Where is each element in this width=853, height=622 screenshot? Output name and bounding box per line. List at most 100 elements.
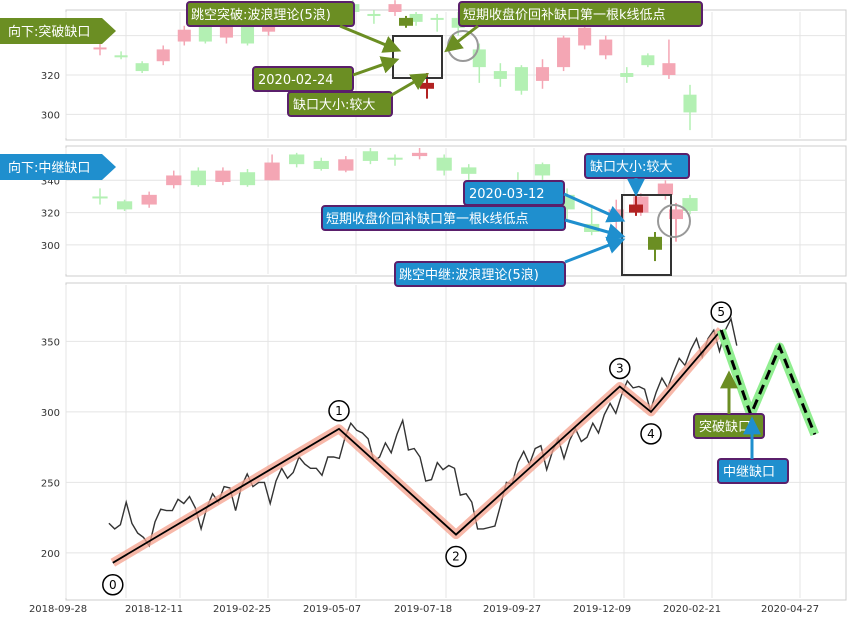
top-candle-body bbox=[388, 4, 402, 12]
top-candle-body bbox=[599, 39, 613, 56]
main-ytick-label: 350 bbox=[41, 337, 60, 348]
breakout-gap-text: 突破缺口 bbox=[699, 419, 751, 435]
main-xtick-label: 2018-09-28 bbox=[29, 604, 87, 615]
top-candle-body bbox=[472, 49, 486, 68]
main-ytick-label: 200 bbox=[41, 549, 60, 560]
top-ytick-label: 300 bbox=[41, 110, 60, 121]
wave-point-marker bbox=[640, 423, 662, 445]
mid-ytick-label: 320 bbox=[41, 209, 60, 220]
middle-size-label: 缺口大小:较大 bbox=[584, 153, 690, 179]
top-date-text: 2020-02-24 bbox=[258, 73, 334, 88]
top-candle-body bbox=[578, 27, 592, 46]
top-badge-text: 向下:突破缺口 bbox=[8, 24, 90, 40]
mid-candle-body bbox=[313, 160, 329, 169]
mid-candle-body bbox=[387, 157, 403, 160]
middle-badge-text: 向下:中继缺口 bbox=[8, 160, 90, 176]
main-ytick-label: 300 bbox=[41, 408, 60, 419]
wave-point-marker bbox=[102, 574, 124, 596]
middle-date-arrow bbox=[563, 192, 626, 223]
top-candle-body bbox=[177, 29, 191, 42]
top-candle-body bbox=[662, 63, 676, 75]
mid-ytick-label: 340 bbox=[41, 176, 60, 187]
continuation-gap-text: 中继缺口 bbox=[723, 465, 775, 480]
mid-candle-body bbox=[657, 183, 674, 195]
top-gap-candle-body bbox=[420, 82, 434, 89]
mid-candle-body bbox=[362, 151, 379, 161]
top-candle-body bbox=[156, 49, 170, 62]
middle-rule-arrow bbox=[564, 218, 626, 241]
mid-candle-body bbox=[215, 170, 231, 182]
main-xtick-label: 2019-07-18 bbox=[394, 604, 452, 615]
wave-point-label: 3 bbox=[616, 362, 624, 376]
top-candle-body bbox=[409, 13, 423, 22]
middle-date-label: 2020-03-12 bbox=[463, 180, 565, 206]
top-candle-body bbox=[114, 55, 128, 58]
mid-candle-body bbox=[436, 157, 452, 171]
top-candle-body bbox=[620, 73, 634, 77]
top-candle-body bbox=[535, 67, 550, 81]
top-rule-arrow bbox=[444, 24, 479, 53]
mid-candle-body bbox=[411, 152, 428, 157]
wave-point-label: 1 bbox=[335, 404, 343, 418]
wave-point-label: 4 bbox=[647, 427, 655, 441]
middle-rule-text: 短期收盘价回补缺口第一根k线低点 bbox=[326, 211, 529, 227]
wave-point-label: 5 bbox=[717, 305, 725, 319]
price-series-line bbox=[108, 316, 738, 548]
top-size-text: 缺口大小:较大 bbox=[293, 98, 375, 113]
mid-candle-body bbox=[141, 194, 157, 205]
middle-gap-circle bbox=[657, 204, 691, 238]
middle-title-text: 跳空中继:波浪理论(5浪) bbox=[399, 268, 539, 283]
main-xtick-label: 2019-09-27 bbox=[483, 604, 541, 615]
main-ytick-label: 250 bbox=[41, 478, 60, 489]
top-badge: 向下:突破缺口 bbox=[0, 18, 116, 44]
middle-title-label: 跳空中继:波浪理论(5浪) bbox=[394, 261, 566, 287]
wave-point-label: 0 bbox=[109, 578, 117, 592]
top-candle-body bbox=[198, 23, 212, 42]
top-date-arrow bbox=[352, 56, 400, 77]
top-title-text: 跳空突破:波浪理论(5浪) bbox=[191, 7, 331, 23]
middle-rule-label: 短期收盘价回补缺口第一根k线低点 bbox=[321, 205, 566, 231]
mid-candle-body bbox=[461, 167, 477, 174]
top-candle-body bbox=[514, 67, 528, 91]
middle-title-arrow bbox=[564, 236, 626, 264]
mid-ytick-label: 300 bbox=[41, 241, 60, 252]
mid-candle-body bbox=[682, 198, 698, 211]
main-xtick-label: 2018-12-11 bbox=[125, 604, 183, 615]
projection-line bbox=[719, 329, 817, 436]
wave-point-label: 2 bbox=[452, 550, 460, 564]
middle-size-text: 缺口大小:较大 bbox=[590, 160, 672, 175]
mid-candle-body bbox=[239, 172, 256, 186]
wave-point-marker bbox=[710, 301, 732, 323]
top-candle-body bbox=[219, 23, 233, 38]
mid-candle-body bbox=[289, 154, 305, 165]
top-candle-body bbox=[641, 55, 655, 66]
middle-badge: 向下:中继缺口 bbox=[0, 154, 116, 180]
mid-candle-body bbox=[92, 196, 108, 199]
top-gap-candle-body bbox=[399, 17, 413, 26]
top-size-label: 缺口大小:较大 bbox=[287, 91, 393, 117]
top-candle-body bbox=[557, 37, 571, 68]
top-candle-body bbox=[93, 47, 107, 50]
main-xtick-label: 2019-05-07 bbox=[303, 604, 361, 615]
top-candle-body bbox=[683, 94, 697, 113]
mid-candle-body bbox=[116, 201, 133, 210]
top-date-label: 2020-02-24 bbox=[252, 66, 354, 92]
mid-candle-body bbox=[264, 162, 280, 181]
top-candle-body bbox=[135, 63, 149, 72]
main-chart-layer: 0 1 2 3 4 5 bbox=[102, 301, 819, 596]
top-candle-body bbox=[240, 25, 255, 44]
mid-candle-body bbox=[338, 159, 354, 171]
wave-point-marker bbox=[609, 357, 631, 380]
top-title-label: 跳空突破:波浪理论(5浪) bbox=[186, 1, 355, 27]
main-xtick-label: 2019-12-09 bbox=[573, 604, 631, 615]
mid-candle-body bbox=[190, 170, 206, 186]
wave-line bbox=[112, 329, 722, 564]
top-candle-body bbox=[493, 71, 507, 79]
middle-date-text: 2020-03-12 bbox=[469, 187, 545, 202]
continuation-gap-label: 中继缺口 bbox=[717, 458, 789, 484]
top-candle-body bbox=[367, 13, 381, 16]
mid-gap-candle-body bbox=[629, 204, 643, 213]
main-xtick-label: 2019-02-25 bbox=[213, 604, 271, 615]
top-rule-label: 短期收盘价回补缺口第一根k线低点 bbox=[458, 1, 703, 27]
